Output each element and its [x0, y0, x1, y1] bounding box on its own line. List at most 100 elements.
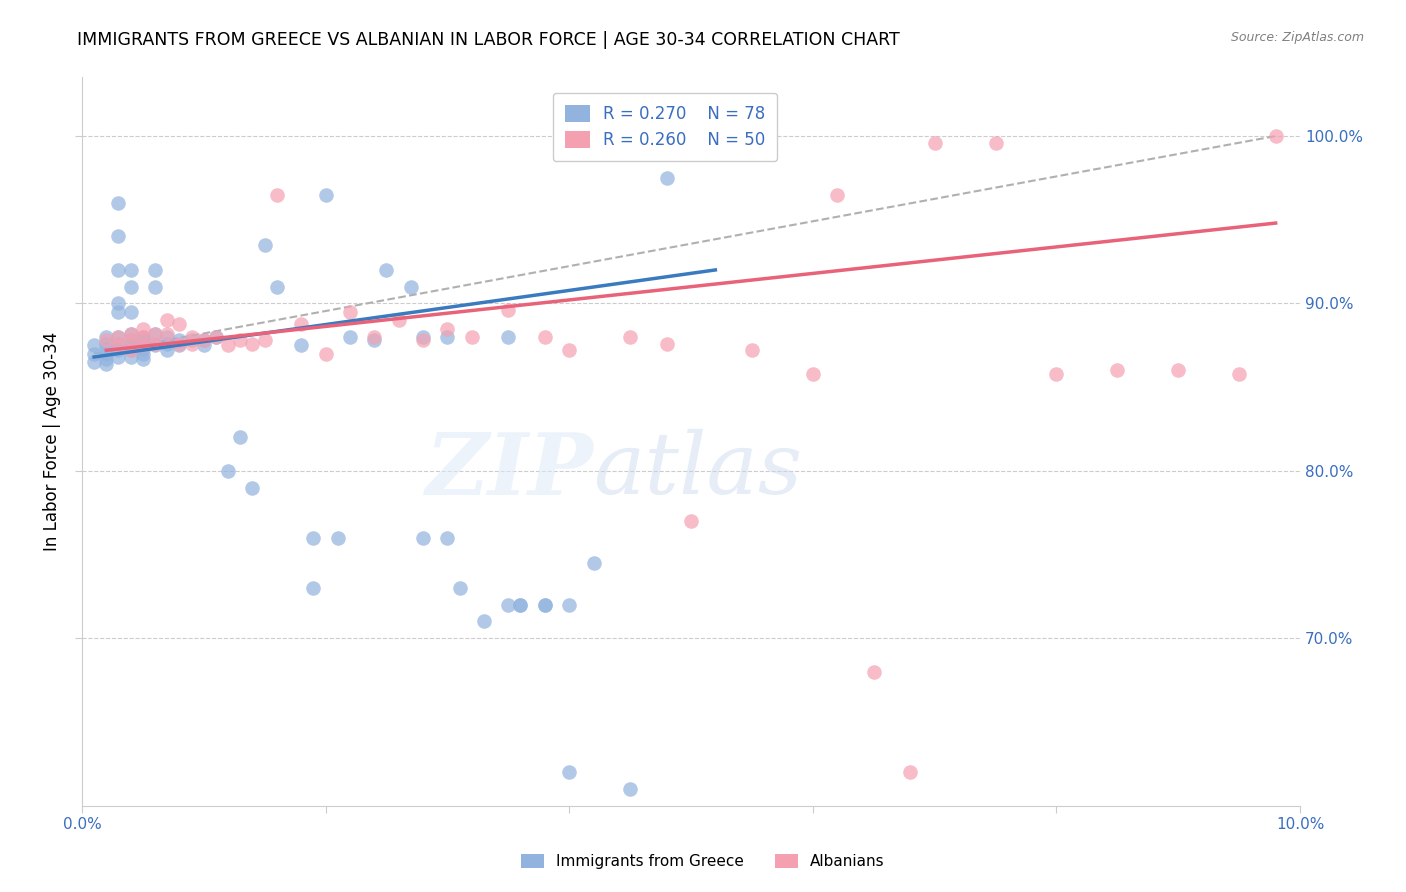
Point — [533, 330, 555, 344]
Point — [156, 313, 179, 327]
Point — [375, 263, 398, 277]
Text: Source: ZipAtlas.com: Source: ZipAtlas.com — [1230, 31, 1364, 45]
Point — [107, 229, 129, 244]
Point — [120, 305, 142, 319]
Point — [205, 330, 228, 344]
Point — [193, 333, 215, 347]
Point — [363, 333, 385, 347]
Point — [498, 303, 520, 318]
Point — [83, 355, 105, 369]
Point — [96, 333, 118, 347]
Point — [533, 598, 555, 612]
Point — [143, 338, 166, 352]
Point — [326, 531, 349, 545]
Legend: Immigrants from Greece, Albanians: Immigrants from Greece, Albanians — [515, 848, 891, 875]
Point — [217, 464, 239, 478]
Point — [180, 330, 202, 344]
Point — [120, 326, 142, 341]
Point — [132, 330, 155, 344]
Point — [132, 338, 155, 352]
Point — [533, 598, 555, 612]
Point — [120, 263, 142, 277]
Point — [339, 330, 361, 344]
Point — [290, 338, 312, 352]
Point — [107, 338, 129, 352]
Point — [132, 342, 155, 356]
Point — [96, 351, 118, 366]
Point — [120, 350, 142, 364]
Legend: R = 0.270    N = 78, R = 0.260    N = 50: R = 0.270 N = 78, R = 0.260 N = 50 — [553, 93, 778, 161]
Point — [825, 187, 848, 202]
Point — [1167, 363, 1189, 377]
Point — [302, 581, 325, 595]
Point — [339, 305, 361, 319]
Point — [1107, 363, 1129, 377]
Point — [1227, 367, 1250, 381]
Point — [107, 263, 129, 277]
Point — [96, 336, 118, 351]
Point — [96, 330, 118, 344]
Point — [143, 326, 166, 341]
Point — [132, 330, 155, 344]
Point — [229, 333, 252, 347]
Point — [509, 598, 531, 612]
Point — [107, 350, 129, 364]
Point — [229, 430, 252, 444]
Point — [509, 598, 531, 612]
Point — [120, 333, 142, 347]
Point — [217, 338, 239, 352]
Point — [461, 330, 484, 344]
Point — [132, 333, 155, 347]
Point — [120, 338, 142, 352]
Point — [132, 351, 155, 366]
Text: ZIP: ZIP — [426, 429, 593, 512]
Point — [180, 333, 202, 347]
Point — [120, 279, 142, 293]
Point — [655, 170, 678, 185]
Point — [315, 187, 337, 202]
Point — [120, 343, 142, 358]
Text: IMMIGRANTS FROM GREECE VS ALBANIAN IN LABOR FORCE | AGE 30-34 CORRELATION CHART: IMMIGRANTS FROM GREECE VS ALBANIAN IN LA… — [77, 31, 900, 49]
Point — [412, 333, 434, 347]
Point — [132, 338, 155, 352]
Point — [96, 342, 118, 356]
Point — [96, 357, 118, 371]
Point — [107, 296, 129, 310]
Point — [399, 279, 422, 293]
Y-axis label: In Labor Force | Age 30-34: In Labor Force | Age 30-34 — [44, 332, 60, 551]
Point — [107, 330, 129, 344]
Point — [156, 326, 179, 341]
Point — [558, 343, 581, 358]
Point — [363, 330, 385, 344]
Point — [156, 330, 179, 344]
Point — [1264, 128, 1286, 143]
Point — [143, 336, 166, 351]
Point — [120, 333, 142, 347]
Point — [619, 781, 641, 796]
Point — [582, 556, 605, 570]
Point — [741, 343, 763, 358]
Point — [436, 330, 458, 344]
Point — [205, 330, 228, 344]
Point — [266, 187, 288, 202]
Point — [107, 343, 129, 358]
Point — [143, 326, 166, 341]
Point — [266, 279, 288, 293]
Point — [83, 338, 105, 352]
Point — [679, 514, 702, 528]
Point — [801, 367, 824, 381]
Point — [449, 581, 471, 595]
Point — [388, 313, 411, 327]
Point — [315, 346, 337, 360]
Point — [169, 317, 191, 331]
Point — [436, 321, 458, 335]
Point — [169, 338, 191, 352]
Point — [143, 279, 166, 293]
Point — [132, 321, 155, 335]
Point — [143, 263, 166, 277]
Point — [156, 336, 179, 351]
Point — [193, 333, 215, 347]
Point — [132, 346, 155, 360]
Point — [242, 481, 264, 495]
Point — [533, 823, 555, 838]
